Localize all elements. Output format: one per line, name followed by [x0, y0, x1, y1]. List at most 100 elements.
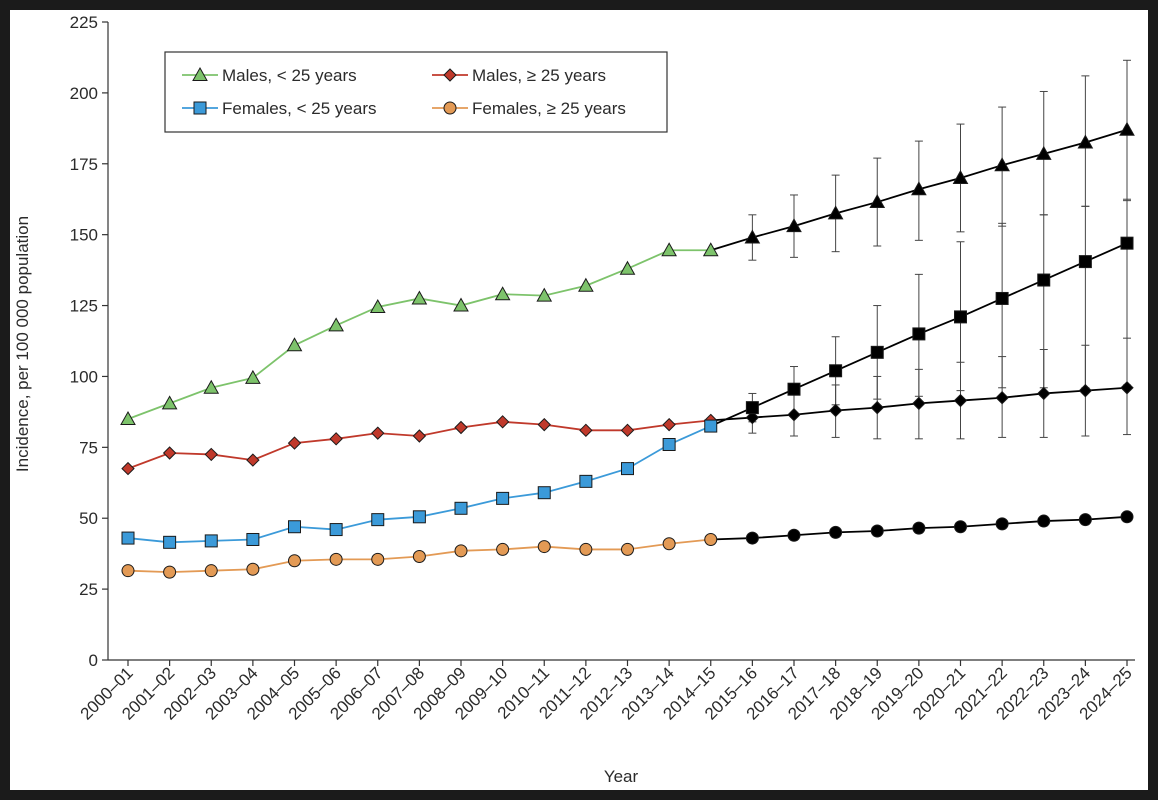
data-point	[745, 401, 759, 415]
data-point	[662, 537, 676, 551]
data-point	[1120, 381, 1134, 395]
data-point	[702, 242, 719, 257]
data-point	[163, 535, 177, 549]
data-point	[1119, 121, 1135, 136]
data-point	[496, 491, 510, 505]
legend-marker	[443, 68, 457, 82]
data-point	[494, 286, 511, 301]
data-point	[204, 564, 218, 578]
data-point	[287, 436, 302, 450]
data-point	[787, 408, 801, 422]
data-point	[829, 364, 843, 378]
data-point	[328, 317, 344, 332]
data-point	[954, 520, 967, 534]
y-tick-label: 225	[70, 13, 98, 32]
data-point	[952, 169, 969, 184]
data-point	[870, 400, 884, 415]
data-point	[121, 531, 135, 545]
data-point	[579, 423, 593, 438]
chart-panel: 0 25 50 75 100 125 150 175 200 225 2000–01 2001–02 2…	[10, 10, 1148, 790]
data-point	[953, 393, 968, 408]
data-point	[537, 486, 551, 500]
data-point	[954, 310, 967, 324]
data-point	[161, 395, 178, 410]
data-point	[454, 420, 468, 435]
y-tick-label: 175	[70, 155, 98, 174]
data-point	[827, 205, 844, 220]
data-point	[204, 534, 218, 548]
data-point	[412, 510, 426, 524]
y-tick-label: 25	[79, 580, 98, 599]
data-point	[454, 501, 468, 515]
data-point	[1078, 513, 1092, 527]
data-point	[745, 531, 759, 545]
data-point	[786, 218, 802, 233]
series-line-observed	[127, 419, 711, 470]
data-point	[246, 562, 260, 576]
data-point	[536, 287, 553, 302]
data-point	[369, 298, 386, 313]
line-chart: 02550751001251501752002252000–012001–022…	[13, 13, 1136, 786]
data-point	[869, 194, 886, 209]
series-line-observed	[127, 425, 712, 544]
y-tick-label: 0	[89, 651, 98, 670]
data-point	[288, 554, 301, 568]
data-point	[787, 528, 801, 542]
data-point	[286, 337, 303, 352]
y-axis-title: Incidence, per 100 000 population	[13, 216, 32, 472]
data-point	[537, 540, 551, 554]
data-point	[329, 552, 343, 566]
data-point	[621, 542, 634, 556]
legend-label: Males, ≥ 25 years	[472, 66, 606, 85]
data-point	[163, 565, 177, 579]
data-point	[662, 437, 676, 451]
data-point	[1078, 383, 1093, 398]
data-point	[1037, 273, 1051, 287]
data-point	[621, 462, 634, 476]
x-axis-title: Year	[604, 767, 639, 786]
data-point	[412, 550, 426, 564]
data-point	[912, 396, 926, 411]
data-point	[579, 542, 593, 556]
data-point	[371, 426, 385, 440]
data-point	[496, 542, 510, 556]
data-point	[454, 544, 468, 558]
legend-marker	[193, 101, 207, 115]
data-point	[246, 532, 260, 546]
y-tick-label: 100	[70, 367, 98, 386]
y-tick-label: 150	[70, 226, 98, 245]
data-point	[371, 513, 385, 527]
legend-label: Females, < 25 years	[222, 99, 377, 118]
data-point	[619, 260, 636, 275]
data-point	[204, 447, 218, 462]
data-point	[829, 525, 843, 539]
data-point	[661, 242, 677, 257]
data-point	[744, 229, 761, 244]
data-point	[245, 369, 261, 384]
data-point	[121, 564, 135, 578]
data-point	[912, 327, 926, 341]
data-point	[288, 520, 301, 534]
y-tick-label: 200	[70, 84, 98, 103]
data-point	[994, 157, 1010, 172]
data-point	[787, 382, 801, 396]
data-point	[1037, 514, 1051, 528]
data-point	[120, 410, 136, 425]
data-point	[579, 474, 593, 488]
data-point	[162, 446, 177, 460]
data-point	[121, 461, 135, 476]
data-point	[870, 524, 884, 538]
data-point	[578, 277, 594, 292]
data-point	[411, 290, 428, 305]
data-point	[1120, 510, 1134, 524]
data-point	[662, 417, 676, 432]
data-point	[828, 403, 843, 418]
data-point	[246, 453, 260, 467]
legend-box	[164, 51, 668, 133]
data-point	[995, 391, 1009, 405]
y-tick-label: 75	[79, 438, 98, 457]
data-point	[704, 419, 718, 433]
data-point	[1120, 236, 1134, 250]
data-point	[620, 423, 635, 438]
data-point	[371, 552, 385, 566]
